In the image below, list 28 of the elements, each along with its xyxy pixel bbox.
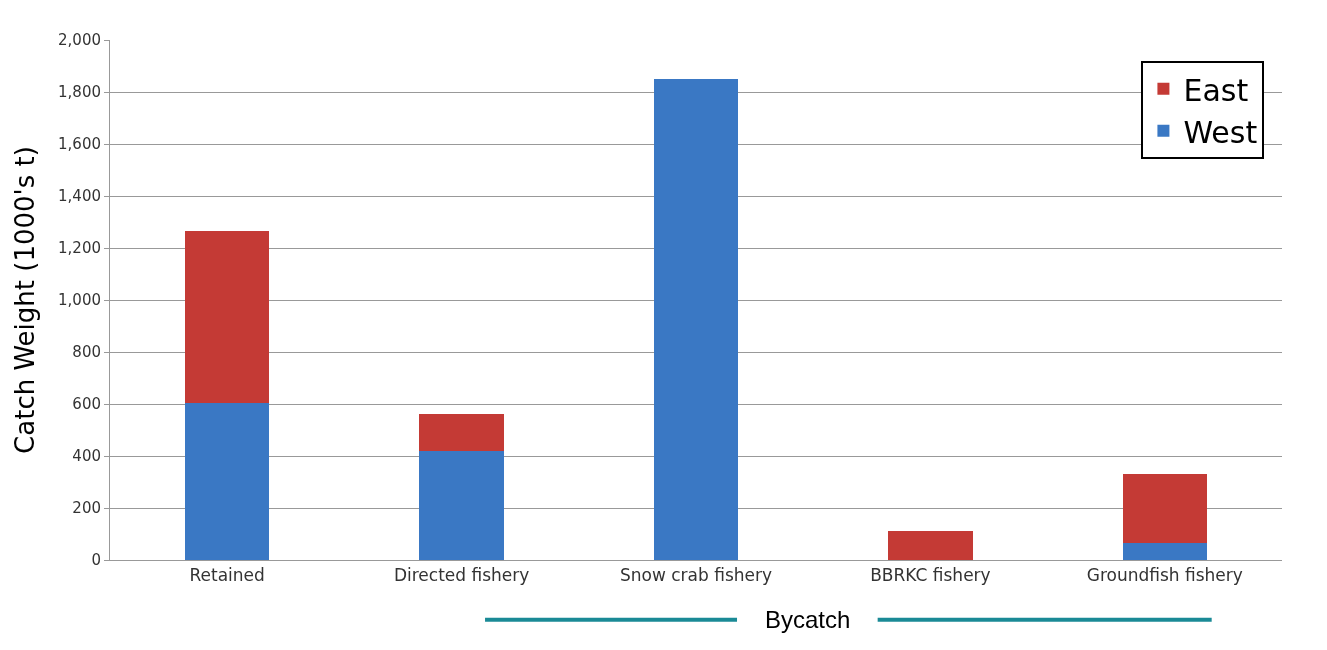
y-axis-title: Catch Weight (1000's t) [10, 146, 41, 454]
bar [653, 79, 739, 560]
y-tick-label: 1,600 [58, 135, 101, 154]
x-tick-label: Directed fishery [393, 565, 530, 586]
x-tick-label: BBRKC fishery [870, 565, 991, 586]
y-tick-label: 1,800 [58, 83, 101, 102]
legend-label: East [1183, 72, 1249, 108]
bar [1122, 474, 1207, 544]
bar [419, 450, 504, 560]
y-tick-label: 1,200 [58, 239, 101, 258]
x-tick-label: Snow crab fishery [619, 565, 773, 586]
text: Bycatch [765, 606, 851, 633]
bar [419, 414, 504, 451]
y-tick-label: 1,000 [58, 291, 101, 310]
x-tick-label: Groundfish fishery [1086, 565, 1243, 586]
y-tick-label: 800 [72, 343, 101, 362]
bar [185, 402, 270, 560]
y-tick-label: 400 [72, 447, 101, 466]
bar [1122, 543, 1207, 560]
x-tick-label: Retained [189, 565, 265, 586]
bar [888, 531, 973, 560]
bar [185, 231, 270, 403]
y-tick-label: 0 [91, 551, 101, 570]
y-tick-label: 200 [72, 499, 101, 518]
legend-label: West [1183, 114, 1258, 150]
y-tick-label: 1,400 [58, 187, 101, 206]
y-tick-label: 600 [72, 395, 101, 414]
y-tick-label: 2,000 [58, 31, 101, 50]
